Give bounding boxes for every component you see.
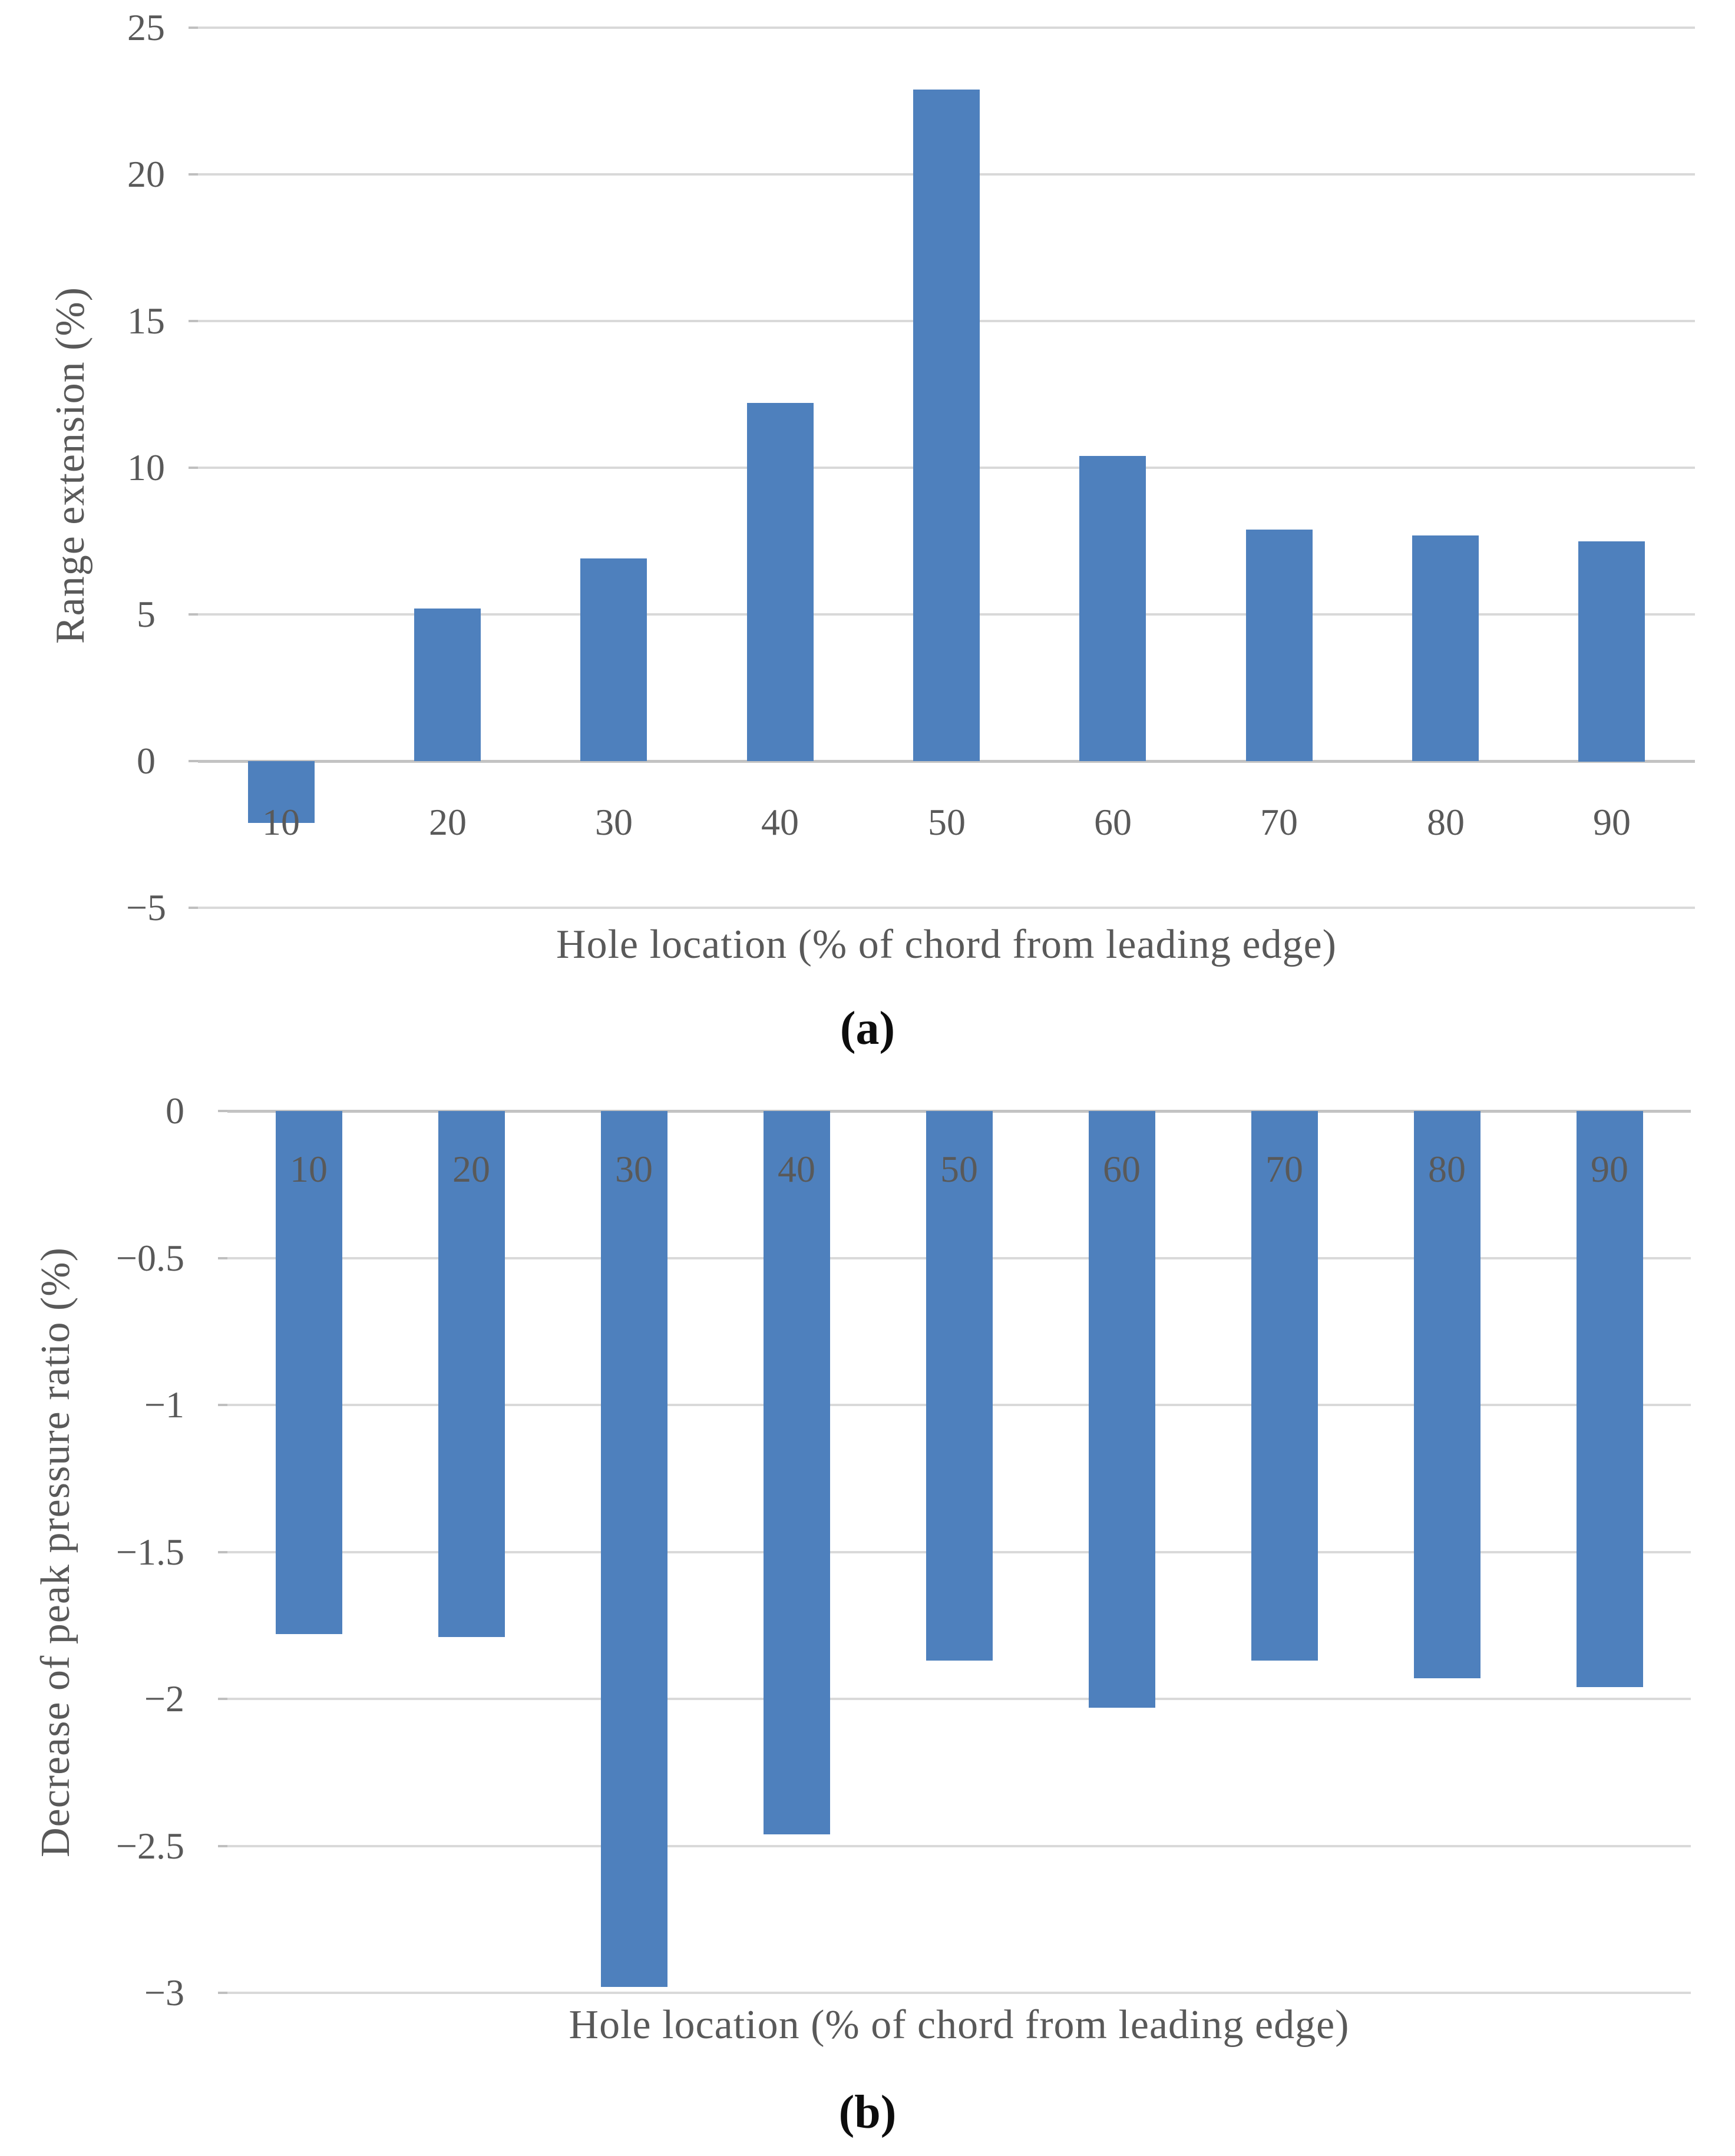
chart-b-x-axis-title: Hole location (% of chord from leading e…: [569, 2002, 1350, 2048]
category-label-80: 80: [1427, 801, 1465, 843]
bar-60: [1079, 456, 1146, 761]
y-tick-label-−0.5: −0.5: [115, 1236, 184, 1279]
category-label-30: 30: [595, 801, 633, 843]
bar-30: [580, 558, 647, 761]
bar-10: [276, 1111, 342, 1634]
y-tick-label-−5: −5: [125, 887, 167, 928]
y-tick-label-0: 0: [137, 740, 156, 782]
y-axis-tickmark: [189, 907, 198, 909]
category-label-80: 80: [1428, 1148, 1466, 1190]
bar-90: [1577, 1111, 1643, 1687]
category-label-50: 50: [928, 801, 966, 843]
bar-70: [1251, 1111, 1318, 1661]
category-label-60: 60: [1094, 801, 1132, 843]
y-tick-label-−1: −1: [144, 1384, 184, 1426]
y-tick-label-10: 10: [127, 447, 165, 488]
bar-20: [438, 1111, 505, 1637]
bar-50: [913, 90, 980, 761]
gridline-−3: [227, 1992, 1691, 1994]
y-tick-label-5: 5: [137, 593, 156, 635]
y-tick-label-−2: −2: [144, 1678, 184, 1719]
bar-40: [764, 1111, 830, 1834]
y-tick-label-20: 20: [127, 153, 165, 195]
bar-60: [1089, 1111, 1155, 1708]
y-axis-tickmark: [218, 1992, 227, 1994]
gridline-0: [198, 760, 1695, 763]
category-label-20: 20: [429, 801, 467, 843]
y-tick-label-15: 15: [127, 300, 165, 342]
category-label-90: 90: [1593, 801, 1631, 843]
category-label-10: 10: [262, 801, 300, 843]
bar-50: [926, 1111, 993, 1661]
y-axis-tickmark: [218, 1404, 227, 1406]
bar-40: [747, 403, 814, 761]
bar-80: [1414, 1111, 1480, 1678]
y-tick-label-25: 25: [127, 6, 165, 48]
y-axis-tickmark: [218, 1256, 227, 1259]
category-label-10: 10: [290, 1148, 328, 1190]
y-tick-label-−1.5: −1.5: [115, 1530, 184, 1573]
y-tick-label-−3: −3: [144, 1972, 184, 2013]
gridline-25: [198, 27, 1695, 29]
gridline-−5: [198, 907, 1695, 909]
chart-a-panel-label: (a): [840, 1003, 895, 1054]
y-axis-tickmark: [189, 173, 198, 176]
category-label-30: 30: [615, 1148, 653, 1190]
y-axis-tickmark: [189, 467, 198, 469]
y-tick-label-−2.5: −2.5: [115, 1824, 184, 1867]
y-axis-tickmark: [218, 1550, 227, 1553]
category-label-20: 20: [452, 1148, 490, 1190]
gridline-−2.5: [227, 1844, 1691, 1847]
chart-a-x-axis-title: Hole location (% of chord from leading e…: [556, 922, 1337, 967]
category-label-50: 50: [940, 1148, 978, 1190]
y-axis-tickmark: [189, 613, 198, 616]
y-axis-tickmark: [189, 27, 198, 29]
bar-70: [1246, 530, 1313, 761]
category-label-40: 40: [761, 801, 799, 843]
chart-b-panel-label: (b): [838, 2086, 897, 2138]
category-label-70: 70: [1260, 801, 1298, 843]
category-label-60: 60: [1103, 1148, 1141, 1190]
bar-20: [414, 609, 481, 761]
y-axis-tickmark: [218, 1110, 227, 1112]
bar-10: [248, 761, 315, 823]
category-label-40: 40: [778, 1148, 815, 1190]
bar-30: [601, 1111, 667, 1987]
y-tick-label-0: 0: [166, 1090, 184, 1132]
chart-b-y-axis-title: Decrease of peak pressure ratio (%): [33, 1247, 78, 1857]
category-label-90: 90: [1591, 1148, 1628, 1190]
bar-80: [1412, 535, 1479, 761]
y-axis-tickmark: [189, 320, 198, 322]
y-axis-tickmark: [189, 760, 198, 762]
y-axis-tickmark: [218, 1698, 227, 1700]
gridline-−2: [227, 1698, 1691, 1700]
y-axis-tickmark: [218, 1844, 227, 1847]
category-label-70: 70: [1265, 1148, 1303, 1190]
bar-90: [1578, 541, 1645, 762]
